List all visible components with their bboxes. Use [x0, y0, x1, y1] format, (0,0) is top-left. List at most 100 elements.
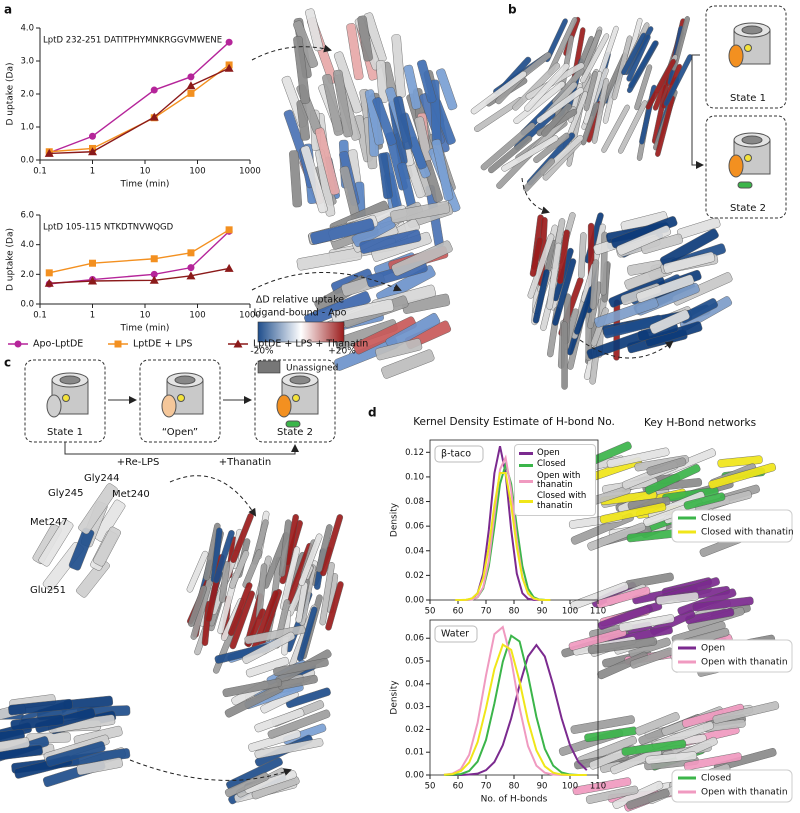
residue-label: Glu251 [30, 585, 66, 596]
annotation: β-taco [441, 449, 471, 460]
state-box [254, 359, 336, 443]
ribbon [635, 712, 680, 736]
ribbon [45, 741, 106, 767]
ribbon [219, 561, 231, 603]
ribbon [285, 687, 331, 709]
state-arrow [691, 54, 704, 169]
ribbon [254, 708, 305, 733]
ribbon [403, 64, 422, 110]
ribbon [93, 499, 126, 543]
annotation-box [434, 625, 478, 643]
thanatin [285, 420, 301, 428]
ribbon [273, 658, 329, 677]
ribbon [417, 59, 437, 104]
legend-label: LptDE + LPS [133, 339, 192, 350]
data-point [187, 264, 195, 272]
ribbon [385, 312, 441, 350]
ribbon [325, 581, 344, 631]
ligand [62, 394, 70, 402]
ribbon [293, 35, 311, 104]
x-tick-label: 60 [453, 782, 464, 792]
ribbon [78, 483, 118, 535]
colorbar-min: -20% [250, 347, 274, 357]
ribbon [527, 233, 555, 299]
legend-label: Open with thanatin [537, 470, 581, 491]
ribbon [626, 788, 670, 810]
data-point [88, 276, 97, 285]
ribbon [596, 586, 651, 609]
x-tick-label: 0.1 [33, 311, 47, 321]
ribbon [663, 251, 716, 274]
ribbon [655, 592, 699, 605]
state-label: State 1 [730, 93, 766, 104]
y-tick-label: 2.0 [20, 270, 34, 280]
ribbon [523, 158, 555, 192]
panel-label: d [368, 406, 377, 420]
ribbon [580, 101, 600, 146]
x-tick-label: 80 [509, 607, 520, 617]
x-axis-label: No. of H-bonds [481, 795, 548, 805]
ribbon [524, 62, 570, 112]
legend: Open Closed Open with thanatin Closed with … [514, 444, 596, 517]
arrow [129, 759, 292, 781]
legend-item: Open [519, 448, 591, 458]
state-box [705, 115, 787, 219]
y-tick-label: 0.06 [405, 522, 424, 532]
ribbon [580, 33, 610, 84]
cylinder-hole [741, 135, 763, 145]
data-point [187, 89, 195, 97]
ribbon [541, 103, 572, 137]
x-tick-label: 50 [425, 782, 436, 792]
domain [161, 394, 177, 418]
ribbon [532, 269, 550, 324]
arrow [251, 44, 332, 61]
ribbon [621, 739, 687, 756]
ribbon [634, 64, 653, 111]
colorbar-max: +20% [328, 347, 356, 357]
residue-label: Met240 [112, 489, 150, 500]
legend-label: Closed with thanatin [537, 491, 587, 511]
data-point [150, 270, 158, 278]
ligand [177, 394, 185, 402]
x-tick-label: 100 [189, 311, 205, 321]
state-box [705, 5, 787, 109]
data-point [89, 259, 96, 267]
ribbon [616, 225, 671, 256]
ribbon [375, 338, 423, 361]
data-point [44, 278, 54, 287]
data-point [88, 147, 97, 156]
domain [46, 394, 62, 418]
legend-swatch [519, 452, 533, 456]
ribbon [533, 132, 570, 163]
state-label: “Open” [162, 427, 198, 438]
data-point [149, 112, 159, 121]
x-tick-label: 90 [537, 782, 548, 792]
ribbon [8, 698, 73, 716]
ribbon [628, 40, 658, 89]
legend-label: Open [701, 644, 725, 654]
series-line [49, 67, 230, 155]
y-tick-label: 0.00 [405, 596, 424, 606]
domain [276, 394, 292, 418]
ribbon [298, 533, 323, 586]
y-tick-label: 0.03 [405, 702, 424, 712]
y-tick-label: 0.05 [405, 657, 424, 667]
ribbon [587, 522, 646, 551]
ribbon [34, 707, 96, 733]
colorbar [257, 321, 345, 343]
ribbon [480, 122, 536, 171]
annotation-box [434, 445, 484, 463]
legend-label: Closed [701, 774, 731, 784]
series-line [49, 64, 230, 153]
cylinder-hole [741, 25, 763, 35]
ribbon [393, 96, 413, 150]
x-tick-label: 1000 [239, 167, 261, 177]
ribbon [289, 150, 303, 208]
state-box [139, 359, 221, 443]
ribbon [186, 550, 209, 593]
data-point [225, 226, 233, 234]
legend-item: Closed [519, 459, 591, 469]
x-tick-label: 70 [481, 607, 492, 617]
ribbon [322, 74, 344, 136]
